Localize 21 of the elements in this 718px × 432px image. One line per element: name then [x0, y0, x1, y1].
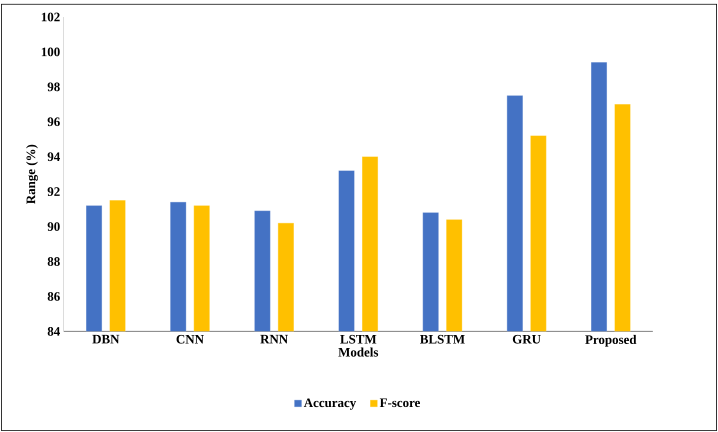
x-tick-label: LSTM: [340, 334, 376, 344]
y-tick-label: 84: [48, 327, 60, 336]
y-tick-label: 100: [42, 48, 60, 56]
y-tick-label: 90: [48, 222, 60, 231]
legend-label: F-score: [380, 398, 420, 408]
y-axis-title: Range (%): [26, 144, 38, 204]
y-tick-label: 88: [48, 257, 60, 266]
x-axis-title: Models: [338, 348, 378, 357]
y-tick-label: 92: [48, 187, 60, 196]
y-tick-label: 94: [48, 152, 60, 162]
y-tick-label: 86: [48, 292, 60, 301]
legend-label: Accuracy: [304, 398, 356, 410]
x-tick-label: CNN: [176, 334, 204, 344]
x-tick-label: DBN: [92, 334, 120, 344]
y-tick-label: 98: [48, 82, 60, 92]
x-tick-label: GRU: [512, 334, 541, 344]
x-tick-label: BLSTM: [420, 334, 465, 344]
y-tick-label: 102: [42, 12, 60, 22]
x-tick-label: Proposed: [585, 334, 636, 347]
y-tick-label: 96: [48, 117, 60, 126]
x-tick-label: RNN: [260, 334, 288, 344]
